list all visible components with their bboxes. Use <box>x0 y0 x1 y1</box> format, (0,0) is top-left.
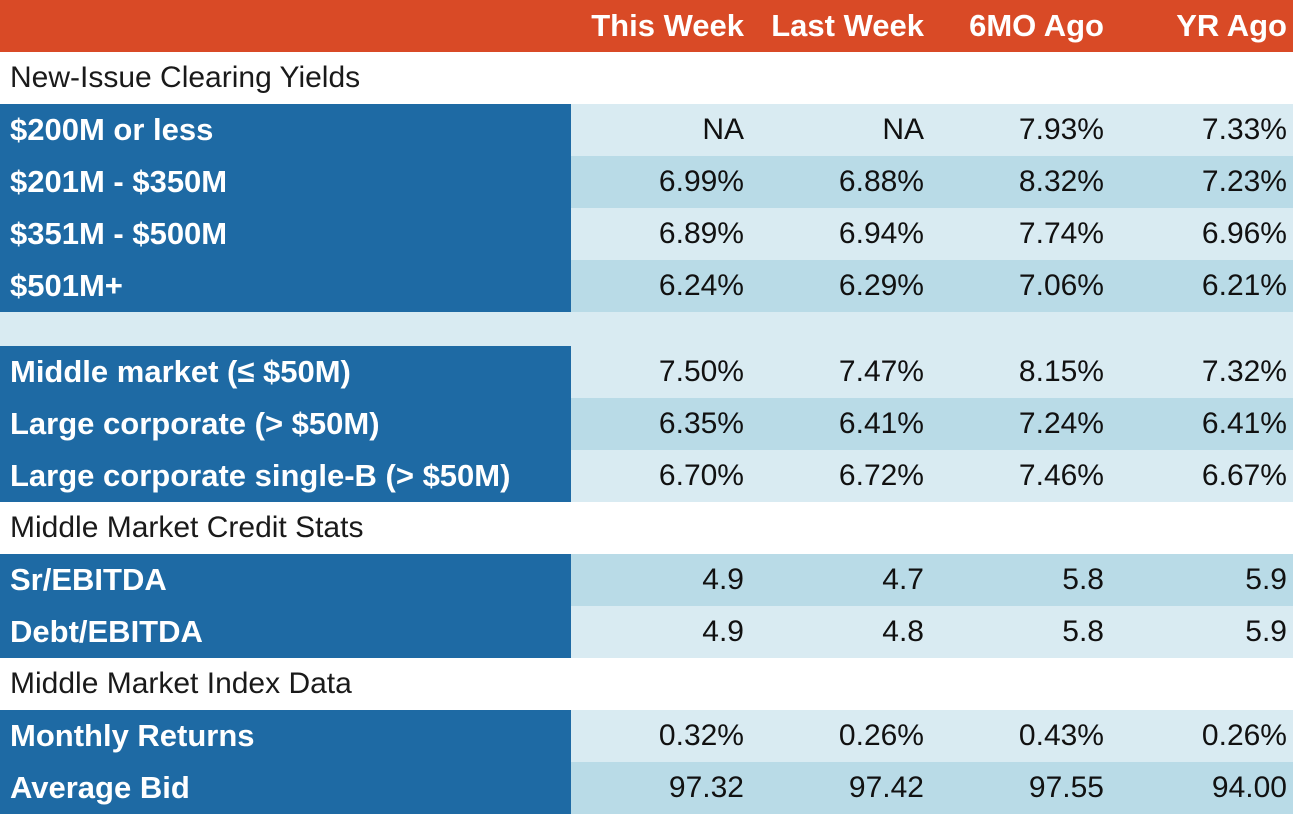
header-yr-ago: YR Ago <box>1176 8 1287 43</box>
header-blank <box>0 0 571 52</box>
table-row: Sr/EBITDA 4.9 4.7 5.8 5.9 <box>0 554 1293 606</box>
cell-6mo-ago: 8.32% <box>928 156 1108 208</box>
cell-this-week: 0.32% <box>571 710 748 762</box>
cell-this-week: 6.35% <box>571 398 748 450</box>
row-label: Average Bid <box>0 762 571 814</box>
row-label: $351M - $500M <box>0 208 571 260</box>
row-label: $201M - $350M <box>0 156 571 208</box>
cell-yr-ago: 5.9 <box>1108 606 1293 658</box>
cell-last-week: 6.94% <box>748 208 928 260</box>
cell-yr-ago: 6.67% <box>1108 450 1293 502</box>
cell-yr-ago: 5.9 <box>1108 554 1293 606</box>
cell-this-week: 6.99% <box>571 156 748 208</box>
cell-yr-ago: 7.32% <box>1108 346 1293 398</box>
table-row: Average Bid 97.32 97.42 97.55 94.00 <box>0 762 1293 814</box>
row-label: Middle market (≤ $50M) <box>0 346 571 398</box>
cell-yr-ago: 7.33% <box>1108 104 1293 156</box>
section-title-index-data: Middle Market Index Data <box>0 658 1293 710</box>
cell-6mo-ago: 5.8 <box>928 606 1108 658</box>
cell-6mo-ago: 0.43% <box>928 710 1108 762</box>
section-title: Middle Market Credit Stats <box>10 511 364 544</box>
table-row: Large corporate (> $50M) 6.35% 6.41% 7.2… <box>0 398 1293 450</box>
cell-last-week: NA <box>748 104 928 156</box>
cell-yr-ago: 0.26% <box>1108 710 1293 762</box>
table-row: $201M - $350M 6.99% 6.88% 8.32% 7.23% <box>0 156 1293 208</box>
cell-this-week: 6.70% <box>571 450 748 502</box>
table-row: Large corporate single-B (> $50M) 6.70% … <box>0 450 1293 502</box>
cell-6mo-ago: 7.24% <box>928 398 1108 450</box>
table-row: $200M or less NA NA 7.93% 7.33% <box>0 104 1293 156</box>
table-row: Middle market (≤ $50M) 7.50% 7.47% 8.15%… <box>0 346 1293 398</box>
section-title: New-Issue Clearing Yields <box>10 61 361 94</box>
cell-last-week: 6.29% <box>748 260 928 312</box>
row-label: $501M+ <box>0 260 571 312</box>
cell-yr-ago: 7.23% <box>1108 156 1293 208</box>
row-label: Large corporate single-B (> $50M) <box>0 450 571 502</box>
cell-yr-ago: 6.41% <box>1108 398 1293 450</box>
row-label: Sr/EBITDA <box>0 554 571 606</box>
header-6mo-ago: 6MO Ago <box>969 8 1104 43</box>
section-title-clearing-yields: New-Issue Clearing Yields <box>0 52 1293 104</box>
cell-last-week: 6.88% <box>748 156 928 208</box>
header-this-week: This Week <box>591 8 744 43</box>
cell-yr-ago: 6.96% <box>1108 208 1293 260</box>
cell-last-week: 4.7 <box>748 554 928 606</box>
cell-last-week: 7.47% <box>748 346 928 398</box>
cell-last-week: 0.26% <box>748 710 928 762</box>
cell-this-week: 6.89% <box>571 208 748 260</box>
section-title-credit-stats: Middle Market Credit Stats <box>0 502 1293 554</box>
table-row: $501M+ 6.24% 6.29% 7.06% 6.21% <box>0 260 1293 312</box>
row-label: Monthly Returns <box>0 710 571 762</box>
row-label: $200M or less <box>0 104 571 156</box>
cell-6mo-ago: 7.74% <box>928 208 1108 260</box>
cell-this-week: 4.9 <box>571 606 748 658</box>
cell-last-week: 97.42 <box>748 762 928 814</box>
table-row: $351M - $500M 6.89% 6.94% 7.74% 6.96% <box>0 208 1293 260</box>
cell-last-week: 6.72% <box>748 450 928 502</box>
cell-last-week: 6.41% <box>748 398 928 450</box>
header-last-week: Last Week <box>771 8 924 43</box>
spacer-row <box>0 312 1293 346</box>
cell-this-week: 6.24% <box>571 260 748 312</box>
cell-this-week: 4.9 <box>571 554 748 606</box>
table-row: Monthly Returns 0.32% 0.26% 0.43% 0.26% <box>0 710 1293 762</box>
cell-6mo-ago: 97.55 <box>928 762 1108 814</box>
row-label: Large corporate (> $50M) <box>0 398 571 450</box>
table-row: Debt/EBITDA 4.9 4.8 5.8 5.9 <box>0 606 1293 658</box>
cell-this-week: NA <box>571 104 748 156</box>
table-header: This Week Last Week 6MO Ago YR Ago <box>0 0 1293 52</box>
cell-this-week: 97.32 <box>571 762 748 814</box>
cell-6mo-ago: 8.15% <box>928 346 1108 398</box>
cell-6mo-ago: 7.06% <box>928 260 1108 312</box>
cell-6mo-ago: 5.8 <box>928 554 1108 606</box>
cell-6mo-ago: 7.46% <box>928 450 1108 502</box>
cell-last-week: 4.8 <box>748 606 928 658</box>
cell-6mo-ago: 7.93% <box>928 104 1108 156</box>
cell-yr-ago: 6.21% <box>1108 260 1293 312</box>
cell-this-week: 7.50% <box>571 346 748 398</box>
section-title: Middle Market Index Data <box>10 667 352 700</box>
row-label: Debt/EBITDA <box>0 606 571 658</box>
cell-yr-ago: 94.00 <box>1108 762 1293 814</box>
